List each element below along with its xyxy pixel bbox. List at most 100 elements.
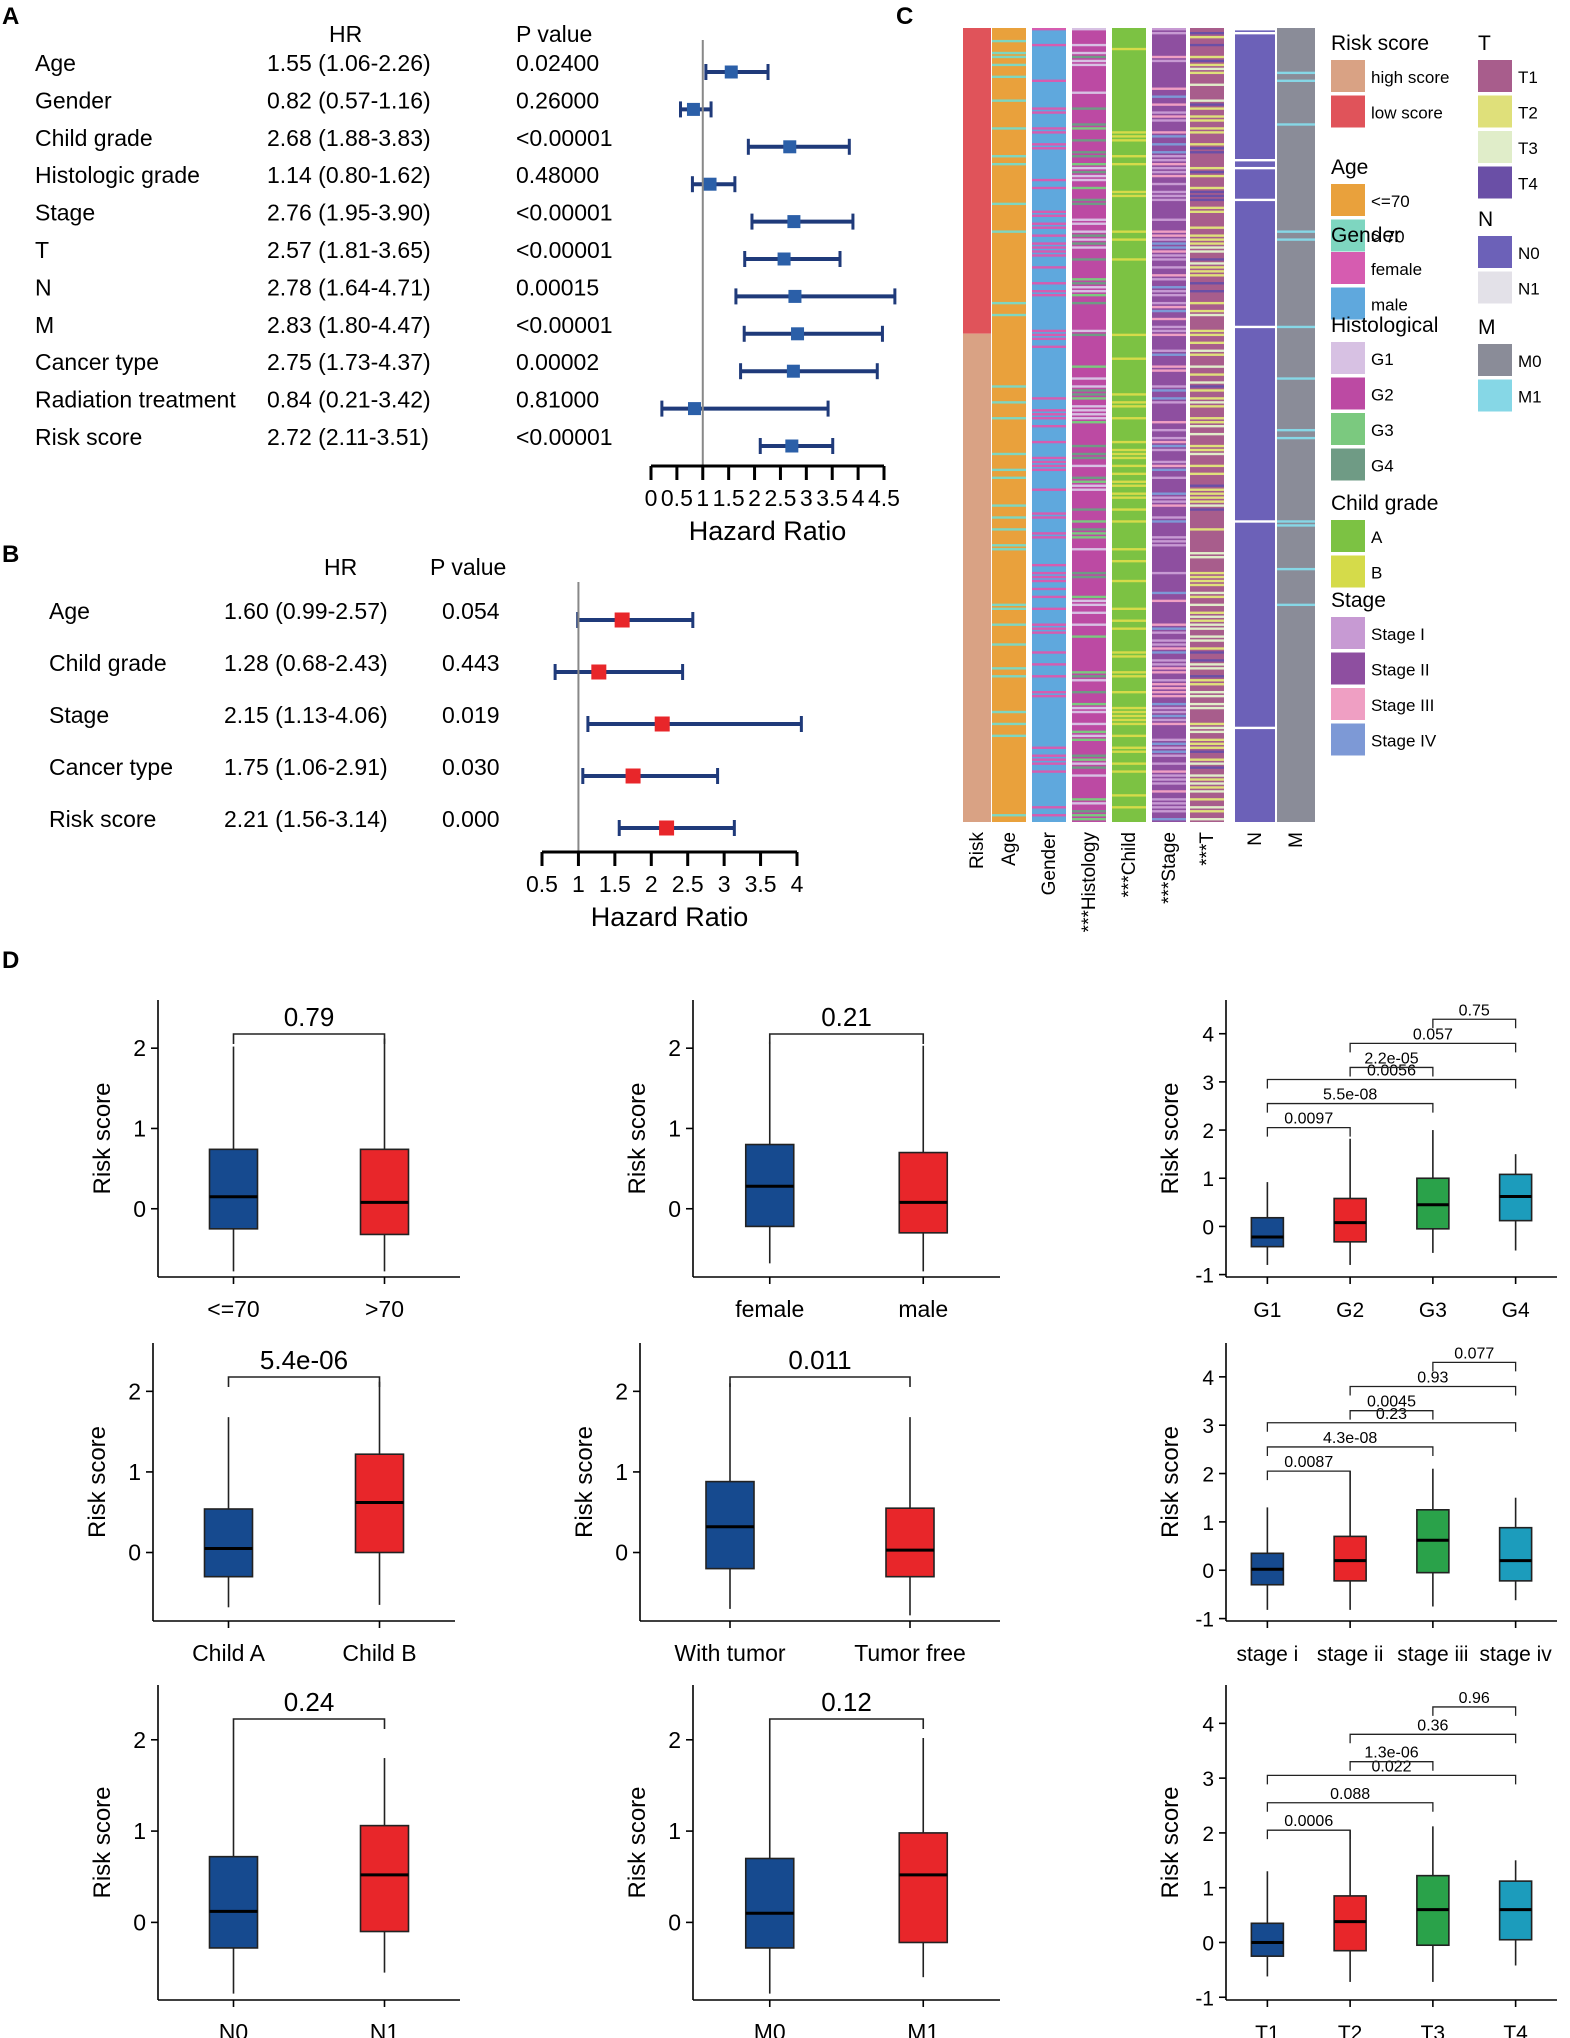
y-tick-label: 2	[128, 1378, 141, 1404]
heatmap-cell	[1190, 651, 1224, 654]
p-value-label: 0.0006	[1284, 1813, 1333, 1830]
heatmap-cell	[1235, 28, 1275, 31]
heatmap-cell	[1190, 448, 1224, 452]
heatmap-cell	[1190, 619, 1224, 622]
legend-label: M1	[1518, 388, 1542, 407]
heatmap-cell	[1152, 329, 1186, 333]
heatmap-cell	[1190, 385, 1224, 388]
legend-swatch	[1331, 95, 1365, 128]
heatmap-cell	[1072, 127, 1106, 130]
row-label: M	[35, 312, 54, 338]
heatmap-cell	[1112, 734, 1146, 738]
heatmap-cell	[1112, 452, 1146, 456]
heatmap-cell	[992, 468, 1026, 472]
heatmap-cell	[1032, 440, 1066, 444]
heatmap-cell	[1032, 107, 1066, 110]
heatmap-cell	[1032, 623, 1066, 626]
heatmap-cell	[1152, 103, 1186, 106]
heatmap-cell	[1032, 226, 1066, 229]
heatmap-cell	[1072, 762, 1106, 765]
estimate-marker	[791, 327, 805, 341]
heatmap-cell	[1032, 488, 1066, 491]
significance-bracket	[1349, 1066, 1434, 1077]
heatmap-cell	[1152, 714, 1186, 718]
x-tick-label: 2.5	[672, 871, 704, 897]
heatmap-cell	[1072, 548, 1106, 551]
heatmap-cell	[1190, 552, 1224, 555]
y-tick-label: 1	[133, 1115, 146, 1141]
p-value-label: 0.36	[1417, 1717, 1448, 1734]
heatmap-cell	[1112, 655, 1146, 658]
heatmap-cell	[1190, 329, 1224, 333]
heatmap-cell	[1152, 750, 1186, 753]
heatmap-cell	[1190, 290, 1224, 293]
heatmap-cell	[1152, 385, 1186, 388]
x-tick-label: 0.5	[526, 871, 558, 897]
x-tick-label: T1	[1255, 2022, 1280, 2038]
box	[898, 1832, 949, 1944]
panel-label-a: A	[2, 3, 19, 30]
legend-label: N0	[1518, 244, 1540, 263]
heatmap-cell	[1190, 174, 1224, 178]
x-axis-label: Hazard Ratio	[591, 902, 749, 932]
p-value-label: 0.0087	[1284, 1454, 1333, 1471]
heatmap-cell	[1072, 230, 1106, 233]
heatmap-cell	[1112, 417, 1146, 420]
heatmap-cell	[1152, 111, 1186, 114]
row-label: Stage	[35, 200, 95, 226]
x-tick-label: M1	[907, 2019, 939, 2038]
x-tick-label: M0	[754, 2019, 786, 2038]
heatmap-cell	[1072, 405, 1106, 408]
legend-label: G2	[1371, 386, 1394, 405]
legend-swatch	[1331, 184, 1365, 216]
heatmap-cell	[1072, 611, 1106, 614]
heatmap-cell	[1032, 806, 1066, 809]
box	[208, 1148, 259, 1230]
heatmap-cell	[1152, 159, 1186, 162]
row-p-value: 0.02400	[516, 50, 599, 76]
heatmap-cell	[1032, 464, 1066, 468]
heatmap-cell	[1190, 417, 1224, 420]
heatmap-cell	[1152, 230, 1186, 233]
y-axis-label: Risk score	[89, 1786, 116, 1898]
heatmap-cell	[1235, 726, 1275, 730]
forest-plot-a: HR P value Age 1.55 (1.06-2.26) 0.02400 Gende…	[35, 21, 900, 546]
heatmap-column-bg	[1277, 28, 1315, 822]
significance-bracket	[1432, 1361, 1517, 1372]
panel-label-b: B	[2, 541, 19, 568]
legend-label: high score	[1371, 68, 1449, 87]
heatmap-cell	[1032, 266, 1066, 269]
y-tick-label: 1	[668, 1115, 681, 1141]
heatmap-cell	[1190, 421, 1224, 424]
heatmap-cell	[1190, 806, 1224, 809]
heatmap-cell	[1072, 174, 1106, 178]
heatmap-cell	[1112, 155, 1146, 158]
heatmap-cell	[1152, 544, 1186, 547]
heatmap-cell	[1072, 242, 1106, 245]
row-p-value: 0.81000	[516, 387, 599, 413]
heatmap-cell	[1072, 758, 1106, 761]
heatmap-cell	[1152, 754, 1186, 757]
heatmap-cell	[1032, 694, 1066, 698]
heatmap-cell	[1190, 464, 1224, 468]
heatmap-cell	[1032, 690, 1066, 694]
heatmap-cell	[1072, 258, 1106, 261]
y-tick-label: 2	[1202, 1120, 1214, 1143]
p-value-label: 0.022	[1371, 1758, 1411, 1775]
heatmap-cell	[1190, 349, 1224, 352]
row-hr: 1.75 (1.06-2.91)	[224, 754, 388, 780]
heatmap-cell	[1152, 266, 1186, 269]
heatmap-cell	[1072, 55, 1106, 59]
legend-label: A	[1371, 528, 1383, 547]
box	[1498, 1526, 1533, 1582]
heatmap-cell	[1032, 579, 1066, 583]
significance-bracket	[1349, 1410, 1434, 1420]
p-value-label: 2.2e-05	[1364, 1050, 1418, 1067]
heatmap-cell	[1072, 417, 1106, 420]
heatmap-cell	[1190, 579, 1224, 583]
heatmap-cell	[1112, 806, 1146, 809]
heatmap-cell	[1112, 464, 1146, 468]
row-hr: 1.60 (0.99-2.57)	[224, 598, 388, 624]
boxplot-grid-d: 0 1 2 Risk score <=70 >70 0.79 0 1 2 Risk score fem…	[84, 1000, 1557, 2038]
heatmap-cell	[1235, 166, 1275, 170]
